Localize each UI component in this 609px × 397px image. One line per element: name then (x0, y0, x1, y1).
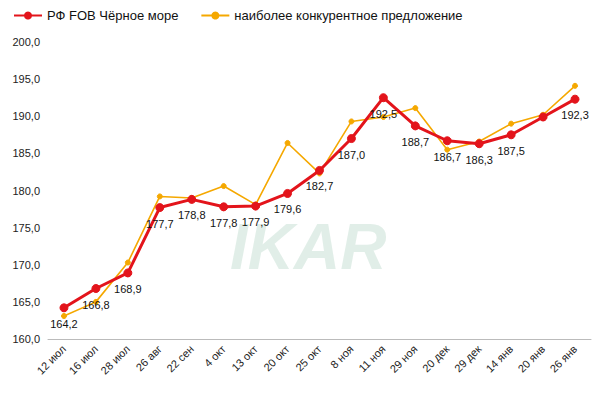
svg-text:192,5: 192,5 (370, 108, 398, 120)
svg-text:29 дек: 29 дек (452, 343, 484, 375)
svg-text:186,3: 186,3 (465, 154, 493, 166)
svg-text:29 ноя: 29 ноя (387, 343, 419, 375)
svg-text:170,0: 170,0 (12, 259, 40, 271)
svg-text:192,3: 192,3 (561, 109, 589, 121)
svg-text:200,0: 200,0 (12, 36, 40, 48)
svg-text:195,0: 195,0 (12, 73, 40, 85)
svg-text:190,0: 190,0 (12, 110, 40, 122)
svg-text:4 окт: 4 окт (202, 343, 228, 369)
svg-text:188,7: 188,7 (402, 136, 430, 148)
svg-text:178,8: 178,8 (178, 209, 206, 221)
svg-text:20 дек: 20 дек (420, 343, 452, 375)
svg-text:13 окт: 13 окт (229, 343, 260, 374)
svg-text:12 июл: 12 июл (34, 343, 68, 377)
svg-text:175,0: 175,0 (12, 222, 40, 234)
svg-text:22 сен: 22 сен (164, 343, 196, 375)
svg-text:25 окт: 25 окт (293, 343, 324, 374)
svg-text:8 ноя: 8 ноя (328, 343, 356, 371)
svg-text:180,0: 180,0 (12, 185, 40, 197)
svg-text:186,7: 186,7 (433, 151, 461, 163)
svg-text:185,0: 185,0 (12, 147, 40, 159)
svg-text:179,6: 179,6 (274, 203, 302, 215)
svg-text:177,8: 177,8 (210, 217, 238, 229)
svg-text:20 янв: 20 янв (515, 343, 547, 375)
svg-text:164,2: 164,2 (50, 318, 78, 330)
svg-text:160,0: 160,0 (12, 333, 40, 345)
svg-text:IKAR: IKAR (230, 211, 386, 283)
svg-text:177,9: 177,9 (242, 216, 270, 228)
svg-text:14 янв: 14 янв (483, 343, 515, 375)
svg-text:наиболее конкурентное предложе: наиболее конкурентное предложение (234, 8, 462, 23)
svg-text:177,7: 177,7 (146, 218, 174, 230)
svg-text:16 июл: 16 июл (66, 343, 100, 377)
svg-text:11 ноя: 11 ноя (356, 343, 388, 375)
svg-text:20 окт: 20 окт (261, 343, 292, 374)
svg-text:187,5: 187,5 (497, 145, 525, 157)
svg-text:168,9: 168,9 (114, 283, 142, 295)
svg-text:182,7: 182,7 (306, 180, 334, 192)
svg-text:26 авг: 26 авг (133, 343, 164, 374)
svg-text:26 янв: 26 янв (547, 343, 579, 375)
svg-text:28 июл: 28 июл (98, 343, 132, 377)
svg-text:165,0: 165,0 (12, 296, 40, 308)
svg-text:166,8: 166,8 (82, 299, 110, 311)
svg-text:187,0: 187,0 (338, 149, 366, 161)
svg-text:РФ FOB Чёрное море: РФ FOB Чёрное море (47, 8, 178, 23)
